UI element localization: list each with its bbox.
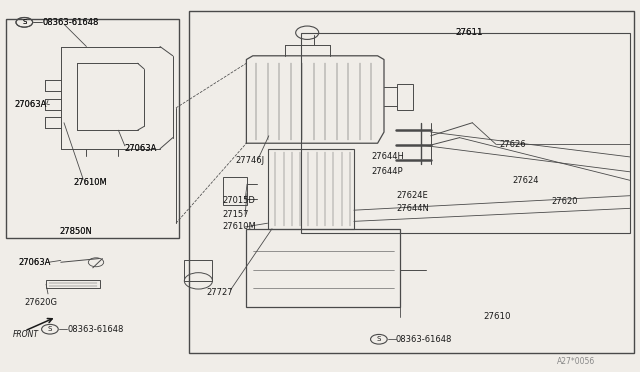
Text: 27611: 27611 — [456, 28, 483, 37]
Text: 27620G: 27620G — [24, 298, 58, 307]
Text: 27746J: 27746J — [236, 156, 265, 165]
Bar — [223, 177, 247, 205]
Bar — [397, 84, 413, 110]
Bar — [246, 229, 400, 307]
Text: 27727: 27727 — [206, 288, 233, 297]
Text: 27063A: 27063A — [125, 144, 157, 153]
Text: 27624: 27624 — [512, 176, 538, 185]
Bar — [184, 260, 212, 281]
Text: 27644N: 27644N — [397, 204, 429, 213]
Text: 27063A: 27063A — [14, 100, 47, 109]
Text: 27610M: 27610M — [74, 178, 108, 187]
Text: 08363-61648: 08363-61648 — [43, 18, 99, 27]
Text: 27626: 27626 — [499, 140, 526, 149]
Bar — [301, 33, 630, 232]
Text: 27063A: 27063A — [14, 100, 47, 109]
Bar — [268, 149, 354, 229]
Text: 08363-61648: 08363-61648 — [396, 335, 452, 344]
Text: 27610M: 27610M — [74, 178, 108, 187]
Text: 27624E: 27624E — [397, 191, 429, 200]
Text: 27850N: 27850N — [59, 227, 92, 236]
Text: A27*0056: A27*0056 — [557, 357, 595, 366]
Text: 27620: 27620 — [552, 198, 578, 206]
Text: S: S — [377, 336, 381, 342]
Text: S: S — [22, 19, 26, 25]
Text: 27644P: 27644P — [371, 167, 403, 176]
Text: 08363-61648: 08363-61648 — [43, 18, 99, 27]
Text: 27611: 27611 — [456, 28, 483, 37]
Text: 27157: 27157 — [223, 210, 249, 219]
Bar — [189, 11, 634, 353]
Text: 27015D: 27015D — [223, 196, 255, 205]
Bar — [46, 280, 100, 288]
Text: S: S — [48, 326, 52, 332]
Bar — [6, 19, 179, 238]
Text: S: S — [22, 19, 26, 25]
Text: 08363-61648: 08363-61648 — [67, 325, 124, 334]
Text: 27063A: 27063A — [18, 258, 51, 267]
Text: FRONT: FRONT — [13, 330, 39, 339]
Text: 27610: 27610 — [483, 312, 511, 321]
Text: 27610M: 27610M — [223, 222, 257, 231]
Text: 27850N: 27850N — [59, 227, 92, 236]
Text: 27644H: 27644H — [371, 153, 404, 161]
Text: 27063A: 27063A — [125, 144, 157, 153]
Text: 27063A: 27063A — [18, 258, 51, 267]
